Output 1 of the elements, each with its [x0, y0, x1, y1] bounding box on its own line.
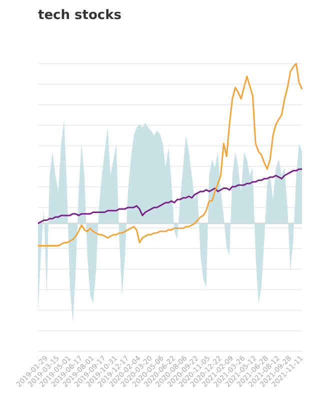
chart-title: tech stocks	[38, 8, 122, 24]
